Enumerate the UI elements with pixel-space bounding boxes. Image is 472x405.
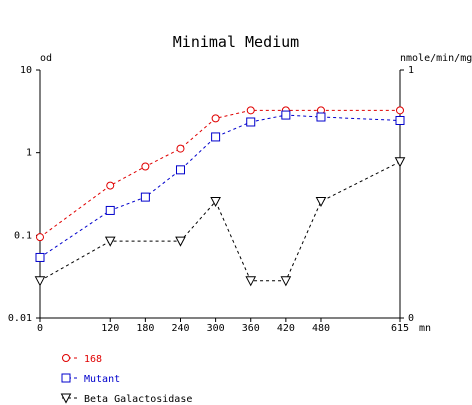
legend-marker-beta-galactosidase xyxy=(60,393,72,404)
data-point-mutant xyxy=(175,165,185,175)
legend-label-mutant: Mutant xyxy=(84,374,120,385)
data-point-168 xyxy=(396,106,404,115)
x-tick-label: 120 xyxy=(101,323,119,334)
right-tick-label: 1 xyxy=(408,65,414,76)
series-line-168 xyxy=(39,109,400,238)
data-point-beta-galactosidase xyxy=(175,236,186,247)
legend-marker-168 xyxy=(62,354,70,362)
left-tick-label: 0.01 xyxy=(8,313,32,324)
x-tick-label: 360 xyxy=(242,323,260,334)
data-point-beta-galactosidase xyxy=(280,276,292,287)
data-point-mutant xyxy=(246,117,256,127)
data-point-beta-galactosidase xyxy=(210,196,221,208)
left-tick-label: 1 xyxy=(26,148,32,159)
series-layer xyxy=(34,106,406,287)
x-tick-label: 480 xyxy=(312,323,330,334)
data-point-beta-galactosidase xyxy=(394,157,406,168)
chart-title: Minimal Medium xyxy=(173,33,299,51)
x-tick-label: 300 xyxy=(207,323,225,334)
data-point-mutant xyxy=(35,252,45,262)
data-point-beta-galactosidase xyxy=(315,196,327,208)
data-point-mutant xyxy=(105,205,115,215)
legend: 168 Mutant Beta Galactosidase xyxy=(60,354,192,405)
legend-marker-mutant xyxy=(61,373,71,383)
data-point-mutant xyxy=(316,112,326,122)
data-point-168 xyxy=(246,106,255,115)
left-tick-label: 0.1 xyxy=(14,230,32,241)
data-point-mutant xyxy=(211,132,221,142)
x-tick-label: 240 xyxy=(171,323,189,334)
legend-label-beta-galactosidase: Beta Galactosidase xyxy=(84,394,192,405)
data-point-mutant xyxy=(281,110,291,120)
x-tick-label: 180 xyxy=(136,323,154,334)
data-point-beta-galactosidase xyxy=(245,276,257,287)
data-point-168 xyxy=(176,144,185,153)
series-line-mutant xyxy=(39,114,401,258)
legend-label-168: 168 xyxy=(84,354,102,365)
series-line-beta-galactosidase xyxy=(39,161,401,282)
axis-ticks: 0 120 180 240 300 360 420 480 615 0.01 0.1 1 10 0 1 xyxy=(8,65,414,334)
left-axis-label: od xyxy=(40,53,52,64)
left-tick-label: 10 xyxy=(20,65,32,76)
x-tick-label: 420 xyxy=(277,323,295,334)
data-point-168 xyxy=(211,114,220,123)
data-point-168 xyxy=(36,233,44,242)
x-unit-label: mn xyxy=(419,323,431,334)
data-point-mutant xyxy=(140,192,150,202)
data-point-168 xyxy=(141,162,150,171)
data-point-beta-galactosidase xyxy=(104,236,116,247)
data-point-168 xyxy=(106,181,115,190)
x-tick-label: 0 xyxy=(37,323,43,334)
right-tick-label: 0 xyxy=(408,313,414,324)
x-tick-label: 615 xyxy=(391,323,409,334)
data-point-beta-galactosidase xyxy=(34,276,46,287)
data-point-mutant xyxy=(395,115,405,125)
right-axis-label: nmole/min/mg xyxy=(400,53,472,64)
